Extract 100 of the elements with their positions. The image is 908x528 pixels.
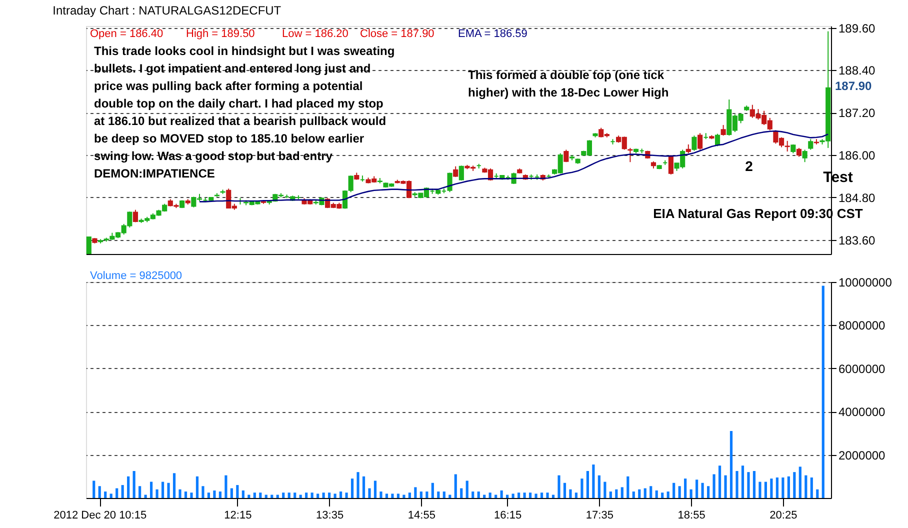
bar [385,494,388,498]
bar [626,476,630,498]
bar [488,492,492,498]
bar [196,476,199,498]
bar [253,492,256,498]
bar [213,490,216,498]
bar [540,492,544,498]
bar [190,492,193,498]
bar [609,492,612,498]
bar [736,471,738,498]
bar [770,478,773,498]
candlestick [714,133,720,147]
annotation: High = 189.50 [186,28,255,40]
bar [218,492,222,498]
bar [580,478,584,498]
bar [752,471,756,498]
x-tick-label: 20:25 [770,510,798,522]
y-tick-label: 183.60 [838,233,876,248]
bar [132,471,136,498]
bar [776,477,778,498]
bar [816,489,819,498]
bar [678,486,681,498]
bar [730,431,733,498]
bar [666,492,670,498]
bar [517,492,520,498]
bar [339,492,342,498]
text: Volume = 9825000 [90,270,182,282]
bar [586,471,589,498]
candlestick [784,140,790,152]
bar [414,487,417,498]
bar [350,478,354,498]
x-tick-label: 17:35 [586,510,614,522]
bar [167,482,170,498]
bar [661,492,664,498]
bar [712,474,716,498]
candlestick [86,236,92,254]
bar [121,485,124,498]
bar [380,492,382,498]
bar [224,475,228,498]
bar [638,489,641,498]
candlestick [668,154,674,175]
bar [632,492,635,498]
bar [466,480,468,498]
x-tick-label: 12:15 [224,510,252,522]
bar [690,489,692,498]
bar [718,466,722,498]
bar [259,492,262,498]
text: 187.90 [835,79,872,93]
bar [127,476,130,498]
bar [156,489,158,498]
bar [161,482,164,498]
bar [747,472,750,498]
candlestick [698,132,703,150]
annotation: Open = 186.40 [90,28,164,40]
bar [672,482,676,498]
bar [706,486,710,498]
y-tick-label: 10000000 [838,276,892,290]
bar [172,473,176,498]
bar [782,477,784,498]
y-tick-label: 8000000 [838,318,886,333]
bar [604,482,606,498]
bar [288,492,290,498]
bar [431,482,434,498]
bar [316,494,320,498]
bar [294,492,296,498]
bar [620,487,624,498]
bar [116,488,118,498]
bar [528,492,532,498]
bar [655,490,658,498]
candlestick [628,147,633,163]
candlestick [453,166,458,178]
bar [701,482,704,498]
bar [356,472,360,498]
x-tick-label: 2012 Dec 20 10:15 [54,510,147,522]
bar [563,482,566,498]
candlestick [132,209,138,223]
annotation: Close = 187.90 [360,28,434,40]
candlestick [692,135,697,152]
bar [523,492,526,498]
y-tick-label: 2000000 [838,448,886,462]
bar [787,476,790,498]
y-tick-label: 188.40 [838,64,876,78]
bar [362,476,366,498]
bar [534,494,538,498]
y-tick-label: 4000000 [838,405,886,420]
bar [804,475,808,498]
bar [822,286,824,498]
bar [512,494,514,498]
bar [650,486,652,498]
bar [426,492,428,498]
y-tick-label: 6000000 [838,362,886,376]
bar [420,492,422,498]
bar [150,482,153,498]
candlestick [564,149,569,163]
annotation: 2 [745,158,754,174]
bar [598,475,600,498]
bar [442,492,446,498]
bar [592,464,595,498]
bar [184,492,188,498]
bar [569,489,572,498]
